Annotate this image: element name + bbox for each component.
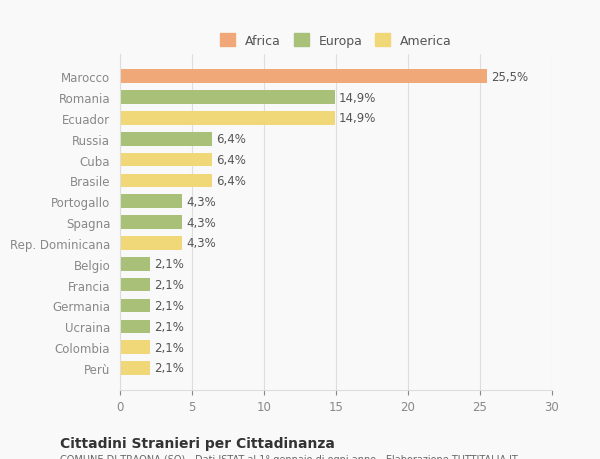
Text: 14,9%: 14,9% xyxy=(339,91,376,104)
Text: COMUNE DI TRAONA (SO) - Dati ISTAT al 1° gennaio di ogni anno - Elaborazione TUT: COMUNE DI TRAONA (SO) - Dati ISTAT al 1°… xyxy=(60,454,518,459)
Text: 6,4%: 6,4% xyxy=(217,133,247,146)
Text: 2,1%: 2,1% xyxy=(155,279,184,291)
Bar xyxy=(120,174,212,188)
Text: 6,4%: 6,4% xyxy=(217,174,247,188)
Bar xyxy=(120,70,487,84)
Bar xyxy=(120,341,150,354)
Bar xyxy=(120,91,335,105)
Bar xyxy=(120,153,212,167)
Bar xyxy=(120,195,182,208)
Text: 14,9%: 14,9% xyxy=(339,112,376,125)
Text: 4,3%: 4,3% xyxy=(186,216,216,229)
Bar xyxy=(120,257,150,271)
Bar xyxy=(120,237,182,250)
Text: 4,3%: 4,3% xyxy=(186,196,216,208)
Text: 6,4%: 6,4% xyxy=(217,154,247,167)
Text: 2,1%: 2,1% xyxy=(155,341,184,354)
Bar xyxy=(120,133,212,146)
Bar xyxy=(120,299,150,313)
Bar xyxy=(120,112,335,125)
Text: 2,1%: 2,1% xyxy=(155,320,184,333)
Bar xyxy=(120,216,182,230)
Bar xyxy=(120,320,150,333)
Legend: Africa, Europa, America: Africa, Europa, America xyxy=(214,28,458,54)
Text: Cittadini Stranieri per Cittadinanza: Cittadini Stranieri per Cittadinanza xyxy=(60,436,335,450)
Text: 2,1%: 2,1% xyxy=(155,362,184,375)
Text: 4,3%: 4,3% xyxy=(186,237,216,250)
Bar xyxy=(120,361,150,375)
Text: 2,1%: 2,1% xyxy=(155,299,184,312)
Text: 2,1%: 2,1% xyxy=(155,257,184,271)
Text: 25,5%: 25,5% xyxy=(491,71,529,84)
Bar xyxy=(120,278,150,292)
